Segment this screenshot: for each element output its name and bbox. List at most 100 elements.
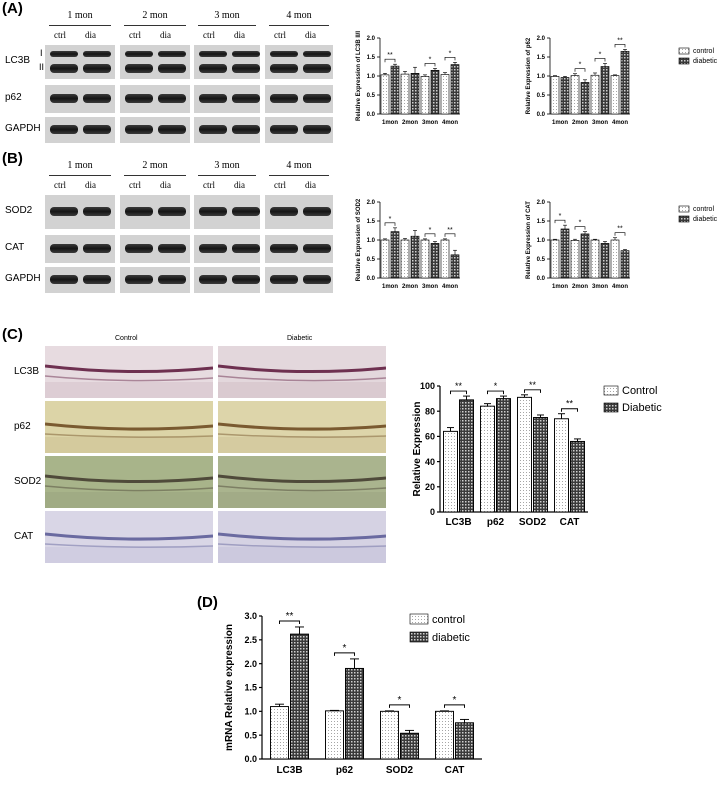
x-tick-label: 3mon <box>422 284 438 290</box>
blot-dia-label: dia <box>234 180 245 190</box>
blot-band <box>199 275 227 284</box>
blot-band <box>50 244 78 253</box>
ihc-stain-image <box>45 401 213 453</box>
blot-band <box>270 275 298 284</box>
significance-bracket <box>384 222 396 226</box>
legend-swatch <box>409 631 429 643</box>
bar-control <box>325 710 344 760</box>
blot-band <box>158 207 186 216</box>
blot-band <box>83 207 111 216</box>
ihc-stain-image <box>45 456 213 508</box>
blot-band <box>303 94 331 103</box>
x-tick-label: 1mon <box>382 284 398 290</box>
blot-row-label: LC3B <box>5 55 31 66</box>
bar-diabetic <box>560 77 570 115</box>
lc3-isoform-i: I <box>40 48 43 58</box>
blot-band <box>158 64 186 73</box>
blot-band <box>83 51 111 57</box>
blot-band <box>83 244 111 253</box>
x-tick-label: 2mon <box>402 284 418 290</box>
x-tick-label: SOD2 <box>386 765 414 776</box>
bar-diabetic <box>390 65 400 115</box>
ihc-col-diabetic: Diabetic <box>287 335 313 342</box>
bar-diabetic <box>410 235 420 279</box>
y-tick-label: 1.5 <box>537 219 546 225</box>
chart-p62: 0.0 0.5 1.0 1.5 2.0 Relative Expression of p6… <box>526 36 718 126</box>
significance-mark: * <box>579 220 582 227</box>
blot-band <box>270 51 298 57</box>
significance-bracket <box>444 57 456 61</box>
x-tick-label: CAT <box>445 765 465 776</box>
significance-bracket <box>594 58 606 62</box>
bar-control <box>420 239 430 279</box>
y-tick-label: 1.0 <box>244 706 257 716</box>
bar-control <box>550 76 560 115</box>
blot-band <box>83 125 111 134</box>
bar-diabetic <box>450 254 460 279</box>
bar-control <box>570 240 580 279</box>
legend-label: diabetic <box>693 216 718 223</box>
blot-band <box>125 94 153 103</box>
ihc-row-label: p62 <box>14 421 31 432</box>
significance-bracket <box>561 408 578 412</box>
blot-ctrl-label: ctrl <box>274 30 286 40</box>
bar-control <box>420 76 430 115</box>
blot-month-label: 2 mon <box>142 160 168 171</box>
blot-month-label: 1 mon <box>67 10 93 21</box>
blot-band <box>199 207 227 216</box>
blot-band <box>303 275 331 284</box>
bar-control <box>400 239 410 279</box>
blot-dia-label: dia <box>160 180 171 190</box>
blot-month-underline <box>49 175 111 176</box>
bar-diabetic <box>580 82 590 115</box>
blot-band <box>232 125 260 134</box>
bar-control <box>517 396 532 513</box>
bar-diabetic <box>570 440 585 513</box>
bar-diabetic <box>430 243 440 279</box>
x-tick-label: 4mon <box>612 120 628 126</box>
panel-label-d: (D) <box>197 594 218 611</box>
blot-band <box>158 244 186 253</box>
blot-band <box>50 51 78 57</box>
blot-strip <box>265 45 333 79</box>
bar-diabetic <box>496 398 511 513</box>
bar-control <box>570 75 580 115</box>
bar-control <box>380 74 390 115</box>
bar-control <box>480 405 495 513</box>
chart-ihc-quant: 0 20 40 60 80 100 Relative Expression ** LC3B * p6… <box>412 380 662 528</box>
significance-bracket <box>424 233 436 237</box>
x-tick-label: LC3B <box>445 517 471 528</box>
significance-mark: ** <box>387 52 393 59</box>
blot-band <box>199 244 227 253</box>
blot-month-underline <box>269 25 329 26</box>
blot-dia-label: dia <box>305 180 316 190</box>
blot-month-underline <box>49 25 111 26</box>
legend-swatch <box>409 613 429 625</box>
y-axis-label: Relative Expression of CAT <box>526 201 532 279</box>
y-axis-label: Relative Expression of SOD2 <box>356 198 362 281</box>
significance-bracket <box>614 44 626 48</box>
blot-band <box>125 275 153 284</box>
bar-control <box>440 74 450 115</box>
blot-band <box>125 51 153 57</box>
significance-mark: ** <box>566 399 574 409</box>
legend-swatch <box>603 402 619 413</box>
bar-control <box>590 239 600 279</box>
significance-bracket <box>524 389 541 393</box>
y-tick-label: 0.0 <box>367 112 376 118</box>
bar-diabetic <box>560 228 570 279</box>
significance-bracket <box>444 233 456 237</box>
bar-diabetic <box>600 243 610 279</box>
bar-diabetic <box>390 231 400 279</box>
significance-bracket <box>614 232 626 236</box>
blot-band <box>303 125 331 134</box>
bar-diabetic <box>450 64 460 115</box>
y-tick-label: 2.0 <box>537 200 546 206</box>
y-tick-label: 80 <box>425 406 435 416</box>
significance-mark: * <box>559 213 562 220</box>
blot-dia-label: dia <box>160 30 171 40</box>
y-tick-label: 1.5 <box>244 683 257 693</box>
significance-mark: * <box>389 216 392 223</box>
ihc-stain-image <box>218 511 386 563</box>
significance-mark: * <box>453 695 457 706</box>
